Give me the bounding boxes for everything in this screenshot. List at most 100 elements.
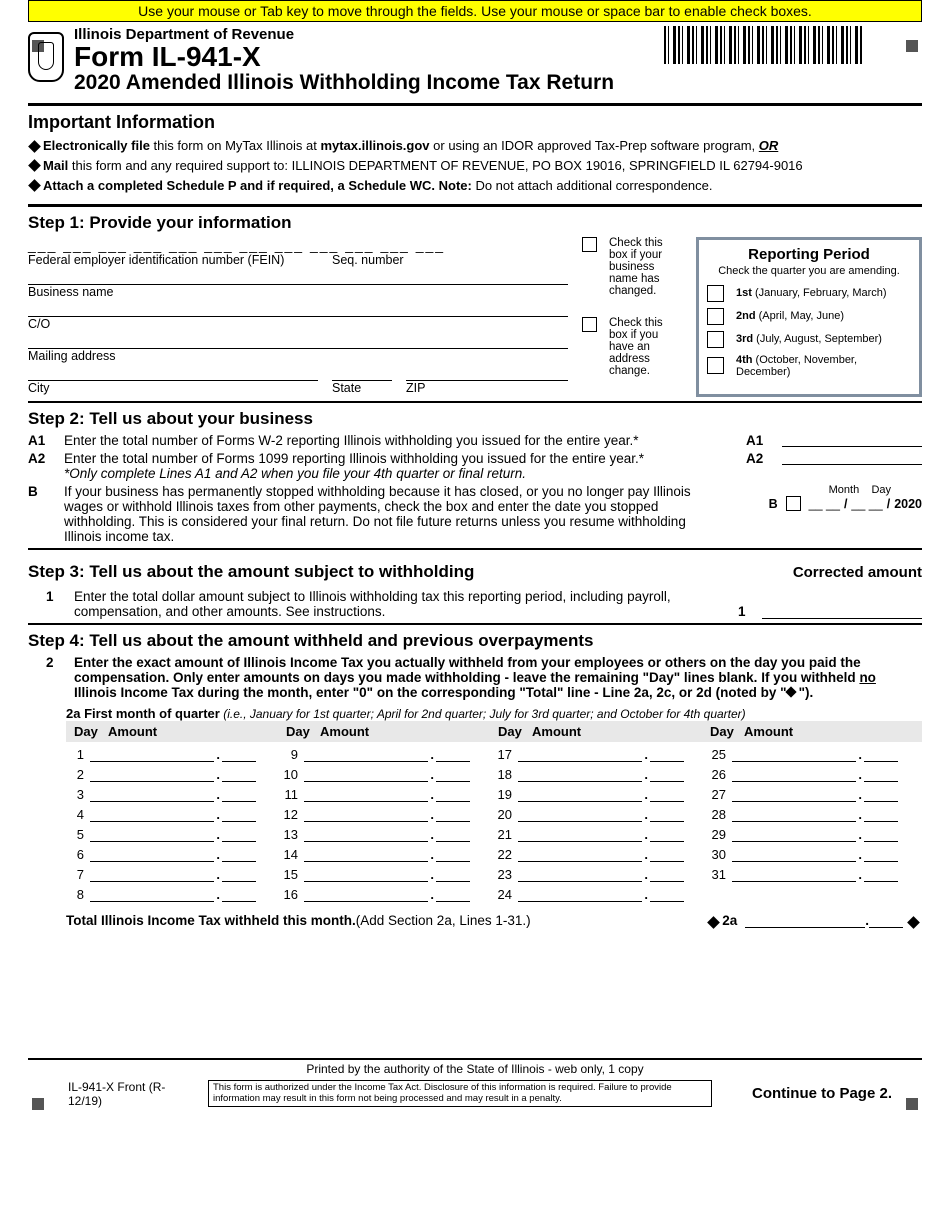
day-amount-row: 5. <box>66 827 256 842</box>
divider <box>28 548 922 550</box>
amount-dollars-field[interactable] <box>518 848 642 862</box>
amount-cents-field[interactable] <box>864 828 898 842</box>
amount-dollars-field[interactable] <box>90 828 214 842</box>
seq-label: Seq. number <box>332 253 404 267</box>
day-number: 14 <box>280 847 304 862</box>
amount-cents-field[interactable] <box>222 748 256 762</box>
amount-dollars-field[interactable] <box>518 768 642 782</box>
amount-dollars-field[interactable] <box>732 868 856 882</box>
amount-dollars-field[interactable] <box>304 888 428 902</box>
q1-checkbox[interactable] <box>707 285 724 302</box>
amount-dollars-field[interactable] <box>518 868 642 882</box>
amount-dollars-field[interactable] <box>304 828 428 842</box>
amount-cents-field[interactable] <box>436 868 470 882</box>
amount-cents-field[interactable] <box>436 788 470 802</box>
amount-cents-field[interactable] <box>650 788 684 802</box>
first-month-label: 2a First month of quarter (i.e., January… <box>66 706 922 721</box>
q2-checkbox[interactable] <box>707 308 724 325</box>
divider <box>28 204 922 207</box>
amount-dollars-field[interactable] <box>90 808 214 822</box>
amount-dollars-field[interactable] <box>90 868 214 882</box>
amount-dollars-field[interactable] <box>304 808 428 822</box>
amount-cents-field[interactable] <box>436 888 470 902</box>
amount-cents-field[interactable] <box>864 768 898 782</box>
amount-cents-field[interactable] <box>864 868 898 882</box>
amount-cents-field[interactable] <box>436 828 470 842</box>
amount-cents-field[interactable] <box>650 768 684 782</box>
amount-cents-field[interactable] <box>222 788 256 802</box>
amount-cents-field[interactable] <box>650 868 684 882</box>
amount-dollars-field[interactable] <box>304 768 428 782</box>
amount-cents-field[interactable] <box>222 848 256 862</box>
day-number: 2 <box>66 767 90 782</box>
amount-cents-field[interactable] <box>222 888 256 902</box>
amount-cents-field[interactable] <box>222 768 256 782</box>
amount-cents-field[interactable] <box>864 848 898 862</box>
amount-cents-field[interactable] <box>650 808 684 822</box>
total-field-cents[interactable] <box>869 914 903 928</box>
day-number: 6 <box>66 847 90 862</box>
amount-cents-field[interactable] <box>436 748 470 762</box>
amount-cents-field[interactable] <box>222 808 256 822</box>
b-month-field[interactable]: __ __ <box>809 497 840 511</box>
co-field[interactable] <box>28 299 568 317</box>
city-field[interactable] <box>28 363 318 381</box>
amount-cents-field[interactable] <box>650 848 684 862</box>
b-tag: B <box>769 497 778 511</box>
state-field[interactable] <box>332 363 392 381</box>
divider <box>28 623 922 625</box>
amount-cents-field[interactable] <box>222 868 256 882</box>
mailing-field[interactable] <box>28 331 568 349</box>
amount-dollars-field[interactable] <box>90 888 214 902</box>
b-checkbox[interactable] <box>786 496 801 511</box>
amount-dollars-field[interactable] <box>732 748 856 762</box>
total-field-dollars[interactable] <box>745 914 865 928</box>
amount-dollars-field[interactable] <box>518 788 642 802</box>
amount-dollars-field[interactable] <box>90 748 214 762</box>
day-number: 15 <box>280 867 304 882</box>
amount-dollars-field[interactable] <box>732 808 856 822</box>
amount-dollars-field[interactable] <box>518 808 642 822</box>
amount-cents-field[interactable] <box>650 748 684 762</box>
amount-cents-field[interactable] <box>864 788 898 802</box>
amount-dollars-field[interactable] <box>518 888 642 902</box>
a1-field[interactable] <box>782 433 922 447</box>
fein-field[interactable]: ___ ___ ___ ___ ___ ___ ___ ___ ___ ___ … <box>28 237 568 253</box>
amount-dollars-field[interactable] <box>732 828 856 842</box>
amount-dollars-field[interactable] <box>304 748 428 762</box>
l1-field[interactable] <box>762 605 922 619</box>
amount-dollars-field[interactable] <box>732 768 856 782</box>
day-number: 3 <box>66 787 90 802</box>
amount-dollars-field[interactable] <box>90 768 214 782</box>
amount-dollars-field[interactable] <box>90 848 214 862</box>
amount-dollars-field[interactable] <box>518 828 642 842</box>
business-name-field[interactable] <box>28 267 568 285</box>
amount-dollars-field[interactable] <box>304 868 428 882</box>
a2-field[interactable] <box>782 451 922 465</box>
amount-cents-field[interactable] <box>650 828 684 842</box>
q4-checkbox[interactable] <box>707 357 724 374</box>
amount-cents-field[interactable] <box>864 808 898 822</box>
form-subtitle: 2020 Amended Illinois Withholding Income… <box>74 71 614 95</box>
b-year: 2020 <box>894 497 922 511</box>
amount-cents-field[interactable] <box>650 888 684 902</box>
zip-field[interactable] <box>406 363 568 381</box>
amount-dollars-field[interactable] <box>304 848 428 862</box>
amount-cents-field[interactable] <box>436 768 470 782</box>
b-day-field[interactable]: __ __ <box>851 497 882 511</box>
address-changed-checkbox[interactable] <box>582 317 597 332</box>
address-changed-label: Check this box if you have an address ch… <box>609 317 682 377</box>
amount-cents-field[interactable] <box>436 808 470 822</box>
name-changed-checkbox[interactable] <box>582 237 597 252</box>
day-number: 12 <box>280 807 304 822</box>
amount-dollars-field[interactable] <box>732 848 856 862</box>
amount-dollars-field[interactable] <box>304 788 428 802</box>
amount-dollars-field[interactable] <box>732 788 856 802</box>
amount-cents-field[interactable] <box>222 828 256 842</box>
amount-cents-field[interactable] <box>436 848 470 862</box>
amount-dollars-field[interactable] <box>90 788 214 802</box>
q3-checkbox[interactable] <box>707 331 724 348</box>
day-number: 9 <box>280 747 304 762</box>
amount-dollars-field[interactable] <box>518 748 642 762</box>
amount-cents-field[interactable] <box>864 748 898 762</box>
